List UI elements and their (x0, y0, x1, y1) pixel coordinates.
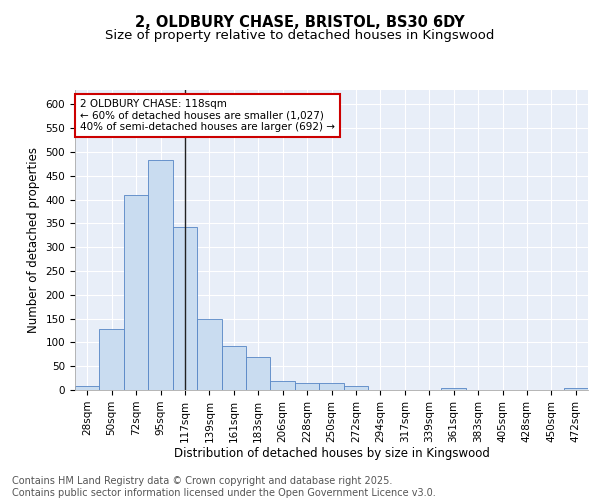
X-axis label: Distribution of detached houses by size in Kingswood: Distribution of detached houses by size … (173, 448, 490, 460)
Bar (563, 388, 588, 390)
Y-axis label: Number of detached properties: Number of detached properties (27, 147, 40, 333)
Bar (173, 226, 197, 390)
Bar (148, 160, 173, 390)
Text: Contains HM Land Registry data © Crown copyright and database right 2025.
Contai: Contains HM Land Registry data © Crown c… (12, 476, 436, 498)
Bar (344, 386, 368, 390)
Bar (295, 384, 319, 390)
Bar (124, 195, 148, 390)
Bar (319, 384, 344, 390)
Bar (271, 381, 295, 390)
Text: 2 OLDBURY CHASE: 118sqm
← 60% of detached houses are smaller (1,027)
40% of semi: 2 OLDBURY CHASE: 118sqm ← 60% of detache… (80, 99, 335, 132)
Bar (442, 388, 466, 390)
Bar (221, 346, 246, 390)
Bar (197, 319, 221, 390)
Bar (75, 386, 100, 390)
Bar (246, 356, 271, 390)
Text: 2, OLDBURY CHASE, BRISTOL, BS30 6DY: 2, OLDBURY CHASE, BRISTOL, BS30 6DY (135, 15, 465, 30)
Bar (100, 329, 124, 390)
Text: Size of property relative to detached houses in Kingswood: Size of property relative to detached ho… (106, 28, 494, 42)
